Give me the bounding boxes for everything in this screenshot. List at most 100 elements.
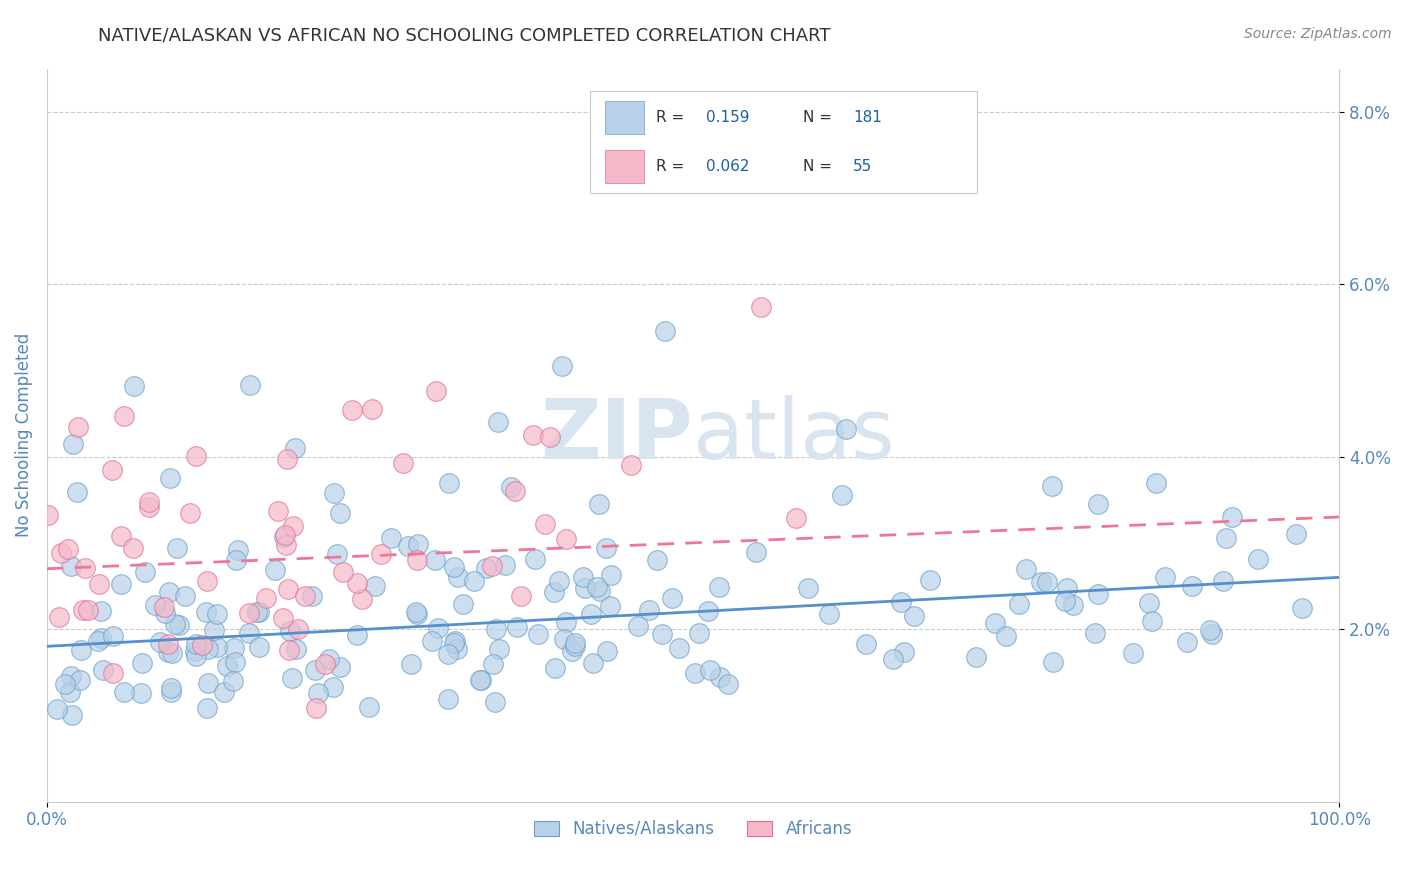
Point (645, 553, 668, 567)
Point (699, 663, 721, 677)
Text: atlas: atlas (693, 394, 894, 475)
Point (995, 629, 1018, 643)
Point (486, 415, 509, 429)
Point (553, 632, 575, 646)
Point (58, 685, 80, 699)
Point (191, 638, 214, 652)
Point (112, 409, 135, 423)
Point (214, 685, 236, 699)
Point (110, 529, 132, 543)
Point (749, 300, 772, 314)
Point (1212, 574, 1234, 589)
Point (143, 598, 166, 612)
Text: NATIVE/ALASKAN VS AFRICAN NO SCHOOLING COMPLETED CORRELATION CHART: NATIVE/ALASKAN VS AFRICAN NO SCHOOLING C… (98, 27, 831, 45)
Point (186, 450, 208, 464)
Point (62, 437, 84, 451)
Point (668, 641, 690, 656)
Point (1040, 479, 1063, 493)
Point (481, 559, 503, 574)
Point (60, 558, 83, 573)
Point (1246, 551, 1268, 566)
Point (276, 452, 298, 467)
Point (551, 359, 574, 373)
Point (281, 671, 304, 685)
Point (1144, 476, 1167, 491)
Point (447, 570, 470, 584)
Point (1140, 614, 1163, 628)
Point (423, 553, 446, 567)
Point (51, 546, 73, 560)
Y-axis label: No Schooling Completed: No Schooling Completed (15, 333, 32, 537)
Point (405, 605, 427, 619)
Point (437, 647, 460, 661)
Point (1122, 646, 1144, 660)
Point (304, 701, 326, 715)
Point (661, 591, 683, 605)
Point (1181, 579, 1204, 593)
Point (160, 646, 183, 660)
Point (527, 627, 550, 641)
Point (346, 576, 368, 591)
Point (463, 574, 485, 589)
Point (285, 642, 308, 657)
Point (494, 558, 516, 573)
Point (58, 541, 80, 556)
Point (574, 581, 596, 595)
Point (314, 657, 336, 671)
Point (247, 640, 270, 655)
Point (174, 589, 197, 603)
Point (225, 553, 247, 567)
Point (340, 402, 363, 417)
Point (167, 618, 190, 632)
Point (817, 607, 839, 621)
Point (222, 640, 245, 655)
Point (831, 488, 853, 502)
Point (361, 401, 384, 416)
Point (247, 605, 270, 619)
Point (197, 676, 219, 690)
Point (271, 611, 294, 625)
Point (138, 494, 160, 508)
Point (855, 638, 877, 652)
Point (920, 573, 942, 587)
Point (406, 553, 429, 567)
Point (882, 652, 904, 666)
Point (595, 643, 617, 657)
Point (287, 622, 309, 636)
Point (651, 627, 673, 641)
Point (405, 607, 427, 621)
Text: Source: ZipAtlas.com: Source: ZipAtlas.com (1244, 27, 1392, 41)
Point (509, 589, 531, 603)
Point (890, 595, 912, 609)
Text: ZIP: ZIP (540, 394, 693, 475)
Point (90, 631, 112, 645)
Point (277, 582, 299, 596)
Point (294, 589, 316, 603)
Point (226, 542, 249, 557)
Point (482, 657, 505, 671)
Point (37, 508, 59, 522)
Point (278, 643, 301, 657)
Point (195, 700, 218, 714)
Point (159, 471, 181, 485)
Point (359, 700, 381, 714)
Point (138, 500, 160, 514)
Point (485, 622, 508, 636)
Point (475, 560, 498, 574)
Point (274, 528, 297, 542)
Point (122, 379, 145, 393)
Point (588, 497, 610, 511)
Point (893, 645, 915, 659)
Point (688, 626, 710, 640)
Point (561, 644, 583, 658)
Point (443, 560, 465, 574)
Point (157, 584, 180, 599)
Point (149, 634, 172, 648)
Point (503, 484, 526, 499)
Point (264, 563, 287, 577)
Point (322, 486, 344, 500)
Point (100, 463, 122, 477)
Point (599, 599, 621, 614)
Point (215, 658, 238, 673)
Point (73, 561, 96, 575)
